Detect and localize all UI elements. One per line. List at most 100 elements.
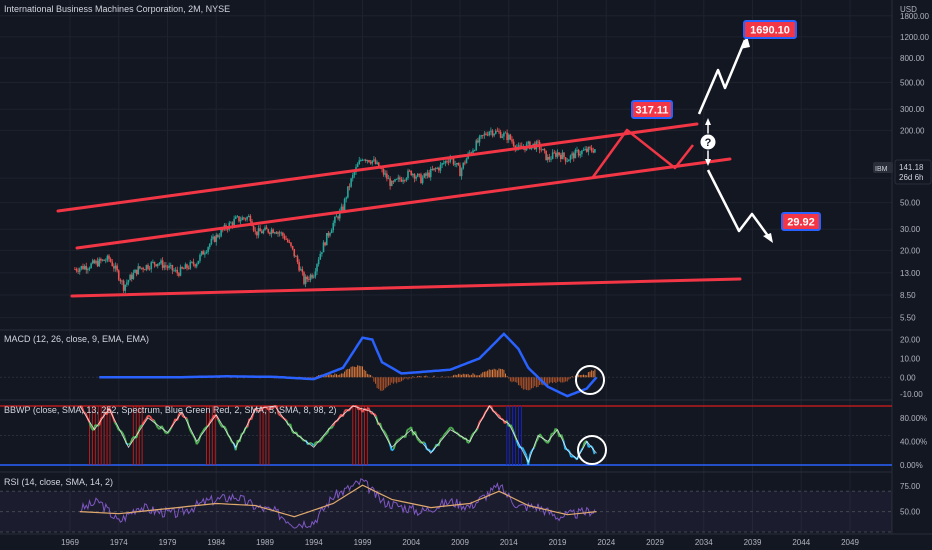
candle-body: [572, 153, 575, 159]
macd-pane[interactable]: [0, 332, 892, 398]
time-tick-label: 1969: [61, 538, 79, 547]
price-tick-label: 800.00: [900, 54, 925, 63]
candle-body: [423, 173, 426, 178]
candle-body: [256, 231, 258, 236]
price-tick-label: 8.50: [900, 291, 916, 300]
candle-body: [499, 131, 502, 138]
candle-body: [403, 180, 406, 181]
candle-body: [368, 160, 370, 163]
candle-body: [386, 173, 388, 179]
price-badge: IBM 141.18 26d 6h: [873, 159, 932, 185]
price-tick-label: 30.00: [900, 225, 921, 234]
candle-body: [459, 165, 461, 177]
candle-body: [85, 266, 88, 271]
target-317-callout-bg: [631, 100, 673, 119]
bbwp-line-segment: [260, 407, 264, 411]
bbwp-line-segment: [291, 430, 295, 435]
target-29-callout-bg: [781, 212, 821, 231]
candle-body: [358, 160, 361, 165]
candle-body: [106, 255, 109, 261]
candle-body: [143, 269, 146, 271]
candle-body: [178, 273, 180, 276]
bbwp-line-segment: [581, 441, 586, 449]
candle-body: [267, 229, 270, 233]
bbwp-line-segment: [196, 440, 200, 445]
candle-body: [220, 229, 222, 237]
candle-body: [455, 162, 458, 165]
candle-body: [139, 266, 141, 269]
candle-body: [504, 132, 507, 134]
candle-body: [436, 167, 439, 169]
candle-body: [532, 143, 534, 146]
candle-body: [412, 173, 414, 176]
candle-body: [400, 179, 403, 182]
trendlines: [56, 122, 742, 298]
candle-body: [407, 170, 409, 179]
bbwp-pane[interactable]: [0, 405, 892, 466]
bbwp-tick-label: 40.00%: [900, 437, 927, 446]
candle-body: [418, 173, 421, 175]
candle-body: [282, 232, 284, 236]
time-tick-label: 2009: [451, 538, 469, 547]
candle-body: [421, 177, 424, 184]
candle-body: [314, 271, 317, 277]
candle-body: [413, 173, 416, 179]
candle-body: [420, 174, 422, 184]
time-tick-label: 1999: [354, 538, 372, 547]
bbwp-line-segment: [320, 435, 325, 441]
time-axis[interactable]: 1969 1974 1979 1984 1989 1994 1999 2004 2009 2014…: [61, 538, 859, 547]
candle-body: [506, 132, 508, 140]
price-grid: [0, 0, 892, 534]
candle-body: [109, 258, 112, 262]
bbwp-line-segment: [166, 430, 171, 434]
bbwp-line-segment: [143, 418, 147, 423]
candle-body: [329, 233, 331, 236]
bbwp-line-segment: [521, 447, 526, 452]
rsi-axis: 75.00 50.00: [900, 482, 921, 516]
candle-body: [373, 159, 375, 161]
candle-body: [558, 152, 560, 155]
candle-body: [442, 163, 445, 164]
candle-body: [374, 159, 377, 164]
rsi-pane[interactable]: [0, 478, 892, 533]
candle-body: [90, 263, 92, 269]
bbwp-line-segment: [278, 413, 282, 417]
candle-body: [475, 140, 478, 151]
candle-body: [324, 242, 326, 246]
candle-body: [468, 152, 471, 154]
candle-body: [566, 161, 569, 163]
bbwp-line-segment: [256, 409, 260, 413]
bbwp-line-segment: [192, 434, 196, 439]
candle-body: [394, 179, 396, 182]
bbwp-line-segment: [348, 407, 352, 412]
bbwp-line-segment: [369, 411, 373, 415]
candle-body: [446, 160, 448, 162]
price-tick-label: 1800.00: [900, 12, 929, 21]
bbwp-line-segment: [467, 441, 471, 444]
bbwp-line-segment: [289, 423, 294, 432]
candle-body: [360, 160, 362, 161]
candle-body: [472, 150, 474, 153]
candle-body: [512, 141, 515, 146]
bbwp-line-segment: [548, 433, 553, 441]
price-pane[interactable]: ? 317.11 1690.10 29.92: [0, 0, 892, 534]
bbwp-line-segment: [560, 434, 565, 441]
candle-body: [540, 149, 543, 151]
candle-body: [584, 148, 586, 151]
bbwp-line-segment: [128, 442, 131, 446]
candle-body: [215, 234, 218, 242]
candle-body: [192, 261, 195, 265]
candle-body: [296, 256, 299, 263]
bbwp-line-segment: [398, 436, 403, 440]
candle-body: [74, 268, 76, 270]
time-tick-label: 1984: [207, 538, 225, 547]
candle-body: [571, 153, 573, 156]
main-title: International Business Machines Corporat…: [4, 4, 230, 14]
candle-body: [210, 238, 213, 244]
candle-body: [590, 147, 593, 151]
bbwp-line-segment: [199, 431, 204, 436]
candle-body: [286, 239, 289, 243]
candle-body: [338, 210, 341, 219]
bbwp-title: BBWP (close, SMA, 13, 252, Spectrum, Blu…: [4, 405, 336, 415]
